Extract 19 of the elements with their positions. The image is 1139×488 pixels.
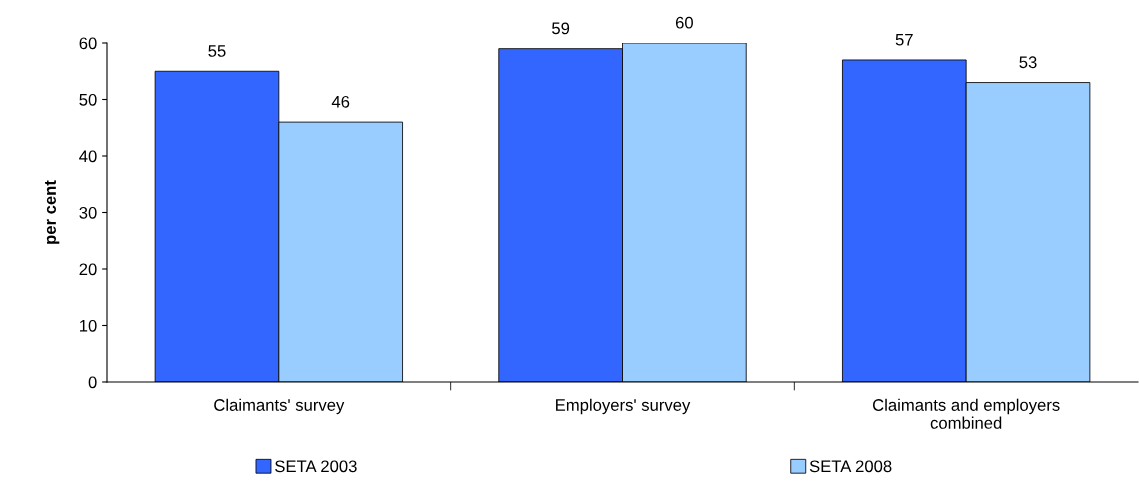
data-label: 59 (552, 22, 570, 35)
data-label: 46 (331, 95, 350, 108)
legend-label: SETA 2003 (275, 460, 357, 473)
legend-label: SETA 2008 (809, 460, 892, 473)
x-tick-label: Employers' survey (556, 398, 691, 415)
data-label: 60 (675, 16, 693, 29)
y-tick-label: 10 (80, 319, 97, 332)
data-label: 53 (1019, 56, 1037, 69)
y-tick-label: 40 (79, 150, 97, 163)
y-tick-label: 30 (79, 206, 97, 219)
y-tick-label: 20 (79, 263, 97, 276)
y-tick-label: 50 (79, 93, 97, 106)
data-label: 57 (895, 33, 913, 46)
y-tick-label: 60 (79, 37, 97, 50)
y-axis-title: per cent (44, 180, 60, 244)
x-tick-label: Claimants' survey (214, 398, 345, 415)
x-tick-label: Claimants and employers combined (873, 398, 1060, 429)
y-tick-label: 0 (88, 376, 97, 389)
data-label: 55 (208, 45, 226, 57)
